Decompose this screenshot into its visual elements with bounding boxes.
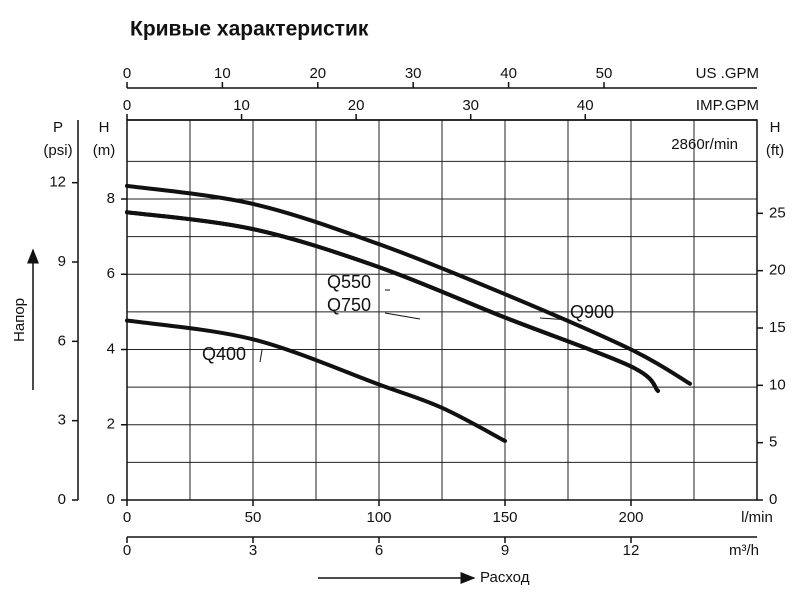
axis-label: m³/h xyxy=(729,542,759,559)
series-label: Q900 xyxy=(570,302,614,322)
curve xyxy=(125,210,660,393)
y-tick-label: 4 xyxy=(107,340,115,357)
x-tick-label: 20 xyxy=(309,65,326,82)
x-tick-label: 0 xyxy=(123,65,131,82)
x-axis-label: l/min xyxy=(741,509,773,526)
y-tick-label: 20 xyxy=(769,262,786,279)
x-tick-label: 10 xyxy=(233,97,250,114)
y-tick-label: 6 xyxy=(107,265,115,282)
x-tick-label: 40 xyxy=(500,65,517,82)
axis-label: (psi) xyxy=(43,142,72,159)
x-tick-label: 20 xyxy=(348,97,365,114)
leader xyxy=(259,349,263,363)
axis-label: P xyxy=(53,119,63,136)
y-tick-label: 12 xyxy=(49,174,66,191)
y-tick-label: 25 xyxy=(769,204,786,221)
y-tick-label: 8 xyxy=(107,190,115,207)
series-label: Q400 xyxy=(202,344,246,364)
x-tick-label: 9 xyxy=(501,542,509,559)
chart-title: Кривые характеристик xyxy=(130,18,369,41)
x-tick-label: 150 xyxy=(492,509,517,526)
x-tick-label: 30 xyxy=(462,97,479,114)
y-tick-label: 3 xyxy=(58,412,66,429)
x-tick-label: 30 xyxy=(405,65,422,82)
axis-label: IMP.GPM xyxy=(696,97,759,114)
y-axis-label: H xyxy=(99,119,110,136)
x-tick-label: 50 xyxy=(596,65,613,82)
x-tick-label: 50 xyxy=(245,509,262,526)
x-tick-label: 200 xyxy=(618,509,643,526)
curve xyxy=(125,318,507,443)
y-tick-label: 10 xyxy=(769,376,786,393)
axis-label: (ft) xyxy=(766,142,784,159)
leader xyxy=(384,312,421,320)
axis-label: H xyxy=(770,119,781,136)
y-tick-label: 0 xyxy=(58,491,66,508)
series-label: Q550 xyxy=(327,272,371,292)
y-axis-label: (m) xyxy=(93,142,116,159)
y-tick-label: 9 xyxy=(58,253,66,270)
x-tick-label: 12 xyxy=(623,542,640,559)
y-tick-label: 6 xyxy=(58,332,66,349)
leader xyxy=(539,317,571,321)
x-tick-label: 3 xyxy=(249,542,257,559)
y-tick-label: 0 xyxy=(769,491,777,508)
x-tick-label: 6 xyxy=(375,542,383,559)
axis-label: US .GPM xyxy=(696,65,759,82)
x-tick-label: 0 xyxy=(123,97,131,114)
y-tick-label: 0 xyxy=(107,491,115,508)
y-tick-label: 2 xyxy=(107,416,115,433)
series-label: Q750 xyxy=(327,295,371,315)
x-tick-label: 40 xyxy=(577,97,594,114)
annotation: 2860r/min xyxy=(671,136,738,153)
x-title: Расход xyxy=(480,569,530,586)
curve xyxy=(125,183,692,386)
y-title: Напор xyxy=(11,298,28,342)
x-tick-label: 100 xyxy=(366,509,391,526)
y-tick-label: 15 xyxy=(769,319,786,336)
x-tick-label: 0 xyxy=(123,509,131,526)
x-tick-label: 10 xyxy=(214,65,231,82)
x-tick-label: 0 xyxy=(123,542,131,559)
y-tick-label: 5 xyxy=(769,434,777,451)
